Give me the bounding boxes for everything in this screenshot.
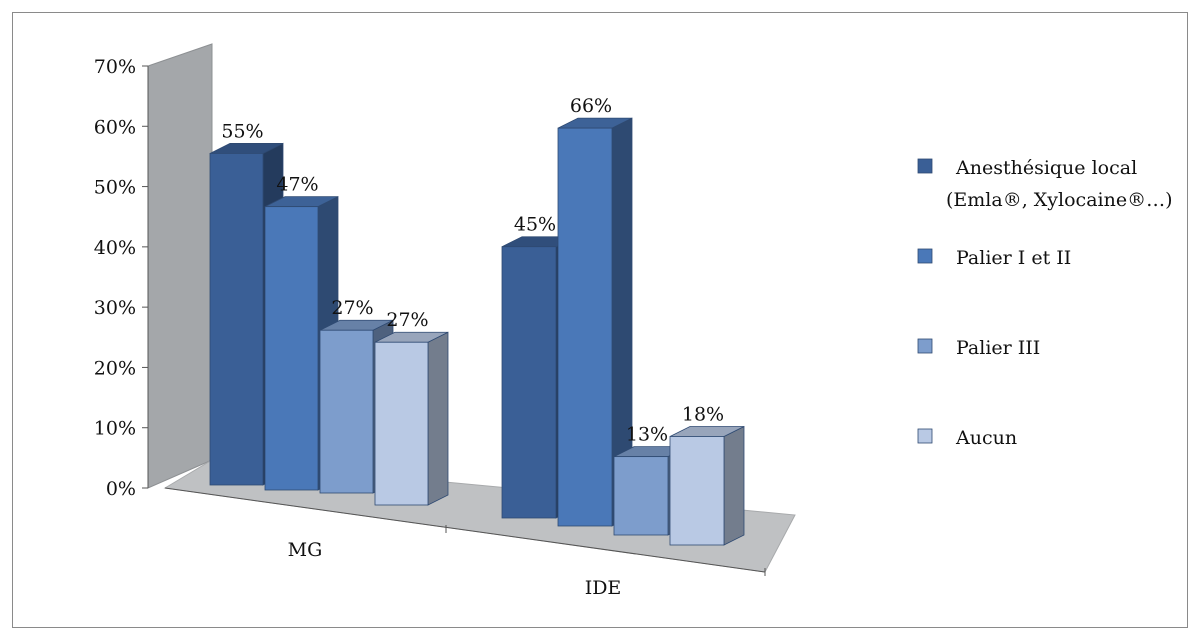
data-label: 45% (514, 214, 556, 236)
data-label: 47% (276, 174, 318, 196)
bar (613, 456, 669, 536)
bar-side (427, 331, 449, 506)
y-tick-label: 30% (94, 297, 136, 319)
y-tick-label: 0% (106, 478, 136, 500)
legend-label: Palier I et II (956, 247, 1071, 269)
legend-label-continued: (Emla®, Xylocaine®…) (946, 189, 1173, 211)
legend-swatch (917, 338, 933, 354)
y-tick-label: 70% (94, 56, 136, 78)
bar (264, 206, 319, 491)
bar (209, 153, 264, 486)
data-label: 18% (682, 403, 724, 425)
bar-side (723, 425, 745, 546)
bar (319, 329, 374, 494)
data-label: 13% (626, 424, 668, 446)
y-tick-label: 40% (94, 237, 136, 259)
back-wall (147, 43, 213, 489)
x-axis-line (164, 487, 766, 573)
data-label: 55% (221, 120, 263, 142)
y-tick-label: 50% (94, 177, 136, 199)
legend-label: Palier III (956, 337, 1040, 359)
legend-swatch (917, 248, 933, 264)
bar (501, 246, 557, 519)
y-tick-label: 60% (94, 116, 136, 138)
data-label: 27% (331, 297, 373, 319)
category-label: IDE (585, 577, 622, 599)
legend-swatch (917, 428, 933, 444)
bar (557, 127, 613, 527)
y-tick-label: 20% (94, 357, 136, 379)
bar (669, 436, 725, 546)
legend-label: Anesthésique local (955, 157, 1137, 179)
legend-label: Aucun (955, 427, 1017, 449)
data-label: 27% (386, 309, 428, 331)
category-label: MG (288, 539, 323, 561)
y-tick-label: 10% (94, 418, 136, 440)
bar (374, 341, 429, 506)
data-label: 66% (570, 95, 612, 117)
legend-swatch (917, 158, 933, 174)
